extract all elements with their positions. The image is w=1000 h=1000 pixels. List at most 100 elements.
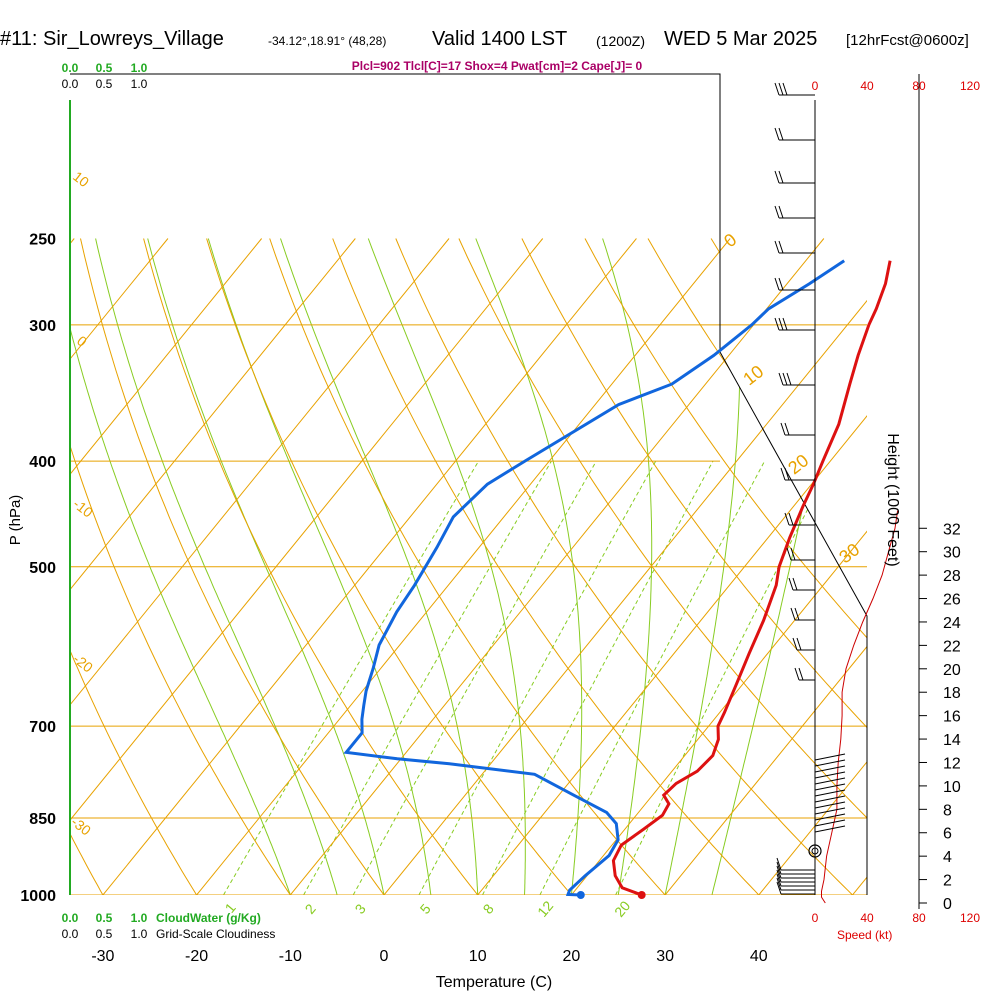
moist-adiabat-line (664, 238, 741, 895)
height-tick-label: 12 (943, 755, 961, 772)
wind-barb-flag (774, 240, 780, 254)
speed-bottom-tick-3: 120 (960, 911, 980, 925)
wind-barb (814, 771, 846, 779)
wind-barb (814, 783, 846, 791)
speed-bottom-tick-2: 80 (912, 911, 926, 925)
wind-barb-flag (790, 547, 796, 561)
plot-frame (70, 73, 868, 895)
moist-adiabat-line (602, 238, 653, 895)
pressure-tick-label: 500 (29, 560, 56, 577)
y-axis-title: P (hPa) (7, 495, 24, 546)
wind-barb (814, 813, 846, 821)
wind-barb (814, 777, 846, 785)
mixing-ratio-line (223, 460, 480, 895)
mixing-ratio-label: 20 (611, 898, 633, 920)
wind-barb-flag (780, 467, 786, 481)
x-tick-label: 10 (469, 948, 487, 965)
dry-adiabat-line (70, 238, 198, 895)
height-tick-label: 10 (943, 779, 961, 796)
speed-top-tick-1: 40 (860, 79, 874, 93)
mixing-ratio-label: 8 (480, 901, 497, 917)
wind-barb-flag (794, 667, 800, 681)
cloud-water-label: CloudWater (g/Kg) (156, 911, 261, 925)
cloudiness-top-tick-1: 0.5 (96, 77, 113, 91)
cloud-top-tick-2: 1.0 (131, 61, 148, 75)
isotherm-line (946, 239, 1000, 896)
mixing-ratio-line (539, 460, 766, 895)
height-tick-label: 4 (943, 849, 952, 866)
height-tick-label: 18 (943, 685, 961, 702)
dry-adiabat-line (521, 238, 867, 895)
wind-barb-flag (776, 877, 782, 891)
zulu-time: (1200Z) (596, 33, 646, 49)
cloudiness-top-tick-2: 1.0 (131, 77, 148, 91)
pressure-tick-label: 400 (29, 454, 56, 471)
pressure-tick-label: 1000 (20, 888, 56, 905)
cloudiness-bottom-tick-1: 0.5 (96, 927, 113, 941)
height-tick-label: 30 (943, 545, 961, 562)
wind-barb (814, 753, 846, 761)
wind-barb (814, 795, 846, 803)
wind-barb-flag (774, 277, 780, 291)
isotherm-label: 10 (739, 361, 767, 389)
dry-adiabat-line (206, 238, 572, 895)
dewpoint-profile (343, 259, 846, 897)
wind-barb-flag (792, 577, 798, 591)
mixing-ratio-line (615, 460, 833, 895)
cloudiness-bottom-tick-2: 1.0 (131, 927, 148, 941)
surface-temperature-dot (637, 891, 646, 899)
temperature-profile (611, 260, 892, 897)
station-title: #11: Sir_Lowreys_Village (0, 28, 224, 50)
wind-barb-flag (778, 372, 784, 386)
height-tick-label: 22 (943, 638, 961, 655)
wind-barb (814, 825, 846, 833)
dry-adiabat-line (332, 238, 760, 895)
wind-barb-flag (784, 512, 790, 526)
height-tick-label: 28 (943, 568, 961, 585)
x-tick-label: -30 (91, 948, 114, 965)
mixing-ratio-line (418, 460, 657, 895)
wind-barb-flag (774, 127, 780, 141)
surface-station-circle-inner (811, 847, 819, 855)
isotherm-line (70, 238, 263, 476)
dry-adiabat-line (70, 238, 291, 895)
cloud-bottom-tick-2: 1.0 (131, 911, 148, 925)
cloud-bottom-tick-1: 0.5 (96, 911, 113, 925)
wind-barb-flag (776, 873, 782, 887)
dry-adiabat-line (584, 238, 867, 895)
x-tick-label: 40 (750, 948, 768, 965)
wind-barb (814, 801, 846, 809)
dry-adiabat-label: -10 (70, 496, 96, 521)
wind-barb (814, 765, 846, 773)
dry-adiabat-line (458, 238, 867, 895)
wind-barb-flag (774, 205, 780, 219)
height-tick-label: 24 (943, 615, 961, 632)
isotherm-label: 30 (835, 539, 863, 567)
height-tick-label: 2 (943, 873, 952, 890)
wind-barb (814, 807, 846, 815)
isotherm-line (70, 238, 169, 360)
wind-barb-flag (778, 317, 784, 331)
x-tick-label: 30 (656, 948, 674, 965)
x-tick-label: 0 (380, 948, 389, 965)
wind-barb-flag (776, 865, 782, 879)
height-tick-label: 32 (943, 521, 961, 538)
wind-barb (814, 789, 846, 797)
moist-adiabat-line (475, 238, 583, 895)
height-tick-label: 14 (943, 732, 961, 749)
height-tick-label: 20 (943, 662, 961, 679)
height-tick-label: 8 (943, 802, 952, 819)
x-tick-label: -10 (279, 948, 302, 965)
pressure-tick-label: 850 (29, 811, 56, 828)
mixing-ratio-line (303, 460, 552, 895)
speed-bottom-tick-1: 40 (860, 911, 874, 925)
wind-barb-flag (798, 667, 804, 681)
moist-adiabat-line (367, 238, 526, 895)
moist-adiabat-line (70, 238, 291, 895)
wind-barb-flag (778, 82, 784, 96)
wind-barb (814, 759, 846, 767)
wind-barb-flag (774, 317, 780, 331)
wind-barb-flag (774, 170, 780, 184)
mixing-ratio-label: 5 (417, 901, 434, 917)
